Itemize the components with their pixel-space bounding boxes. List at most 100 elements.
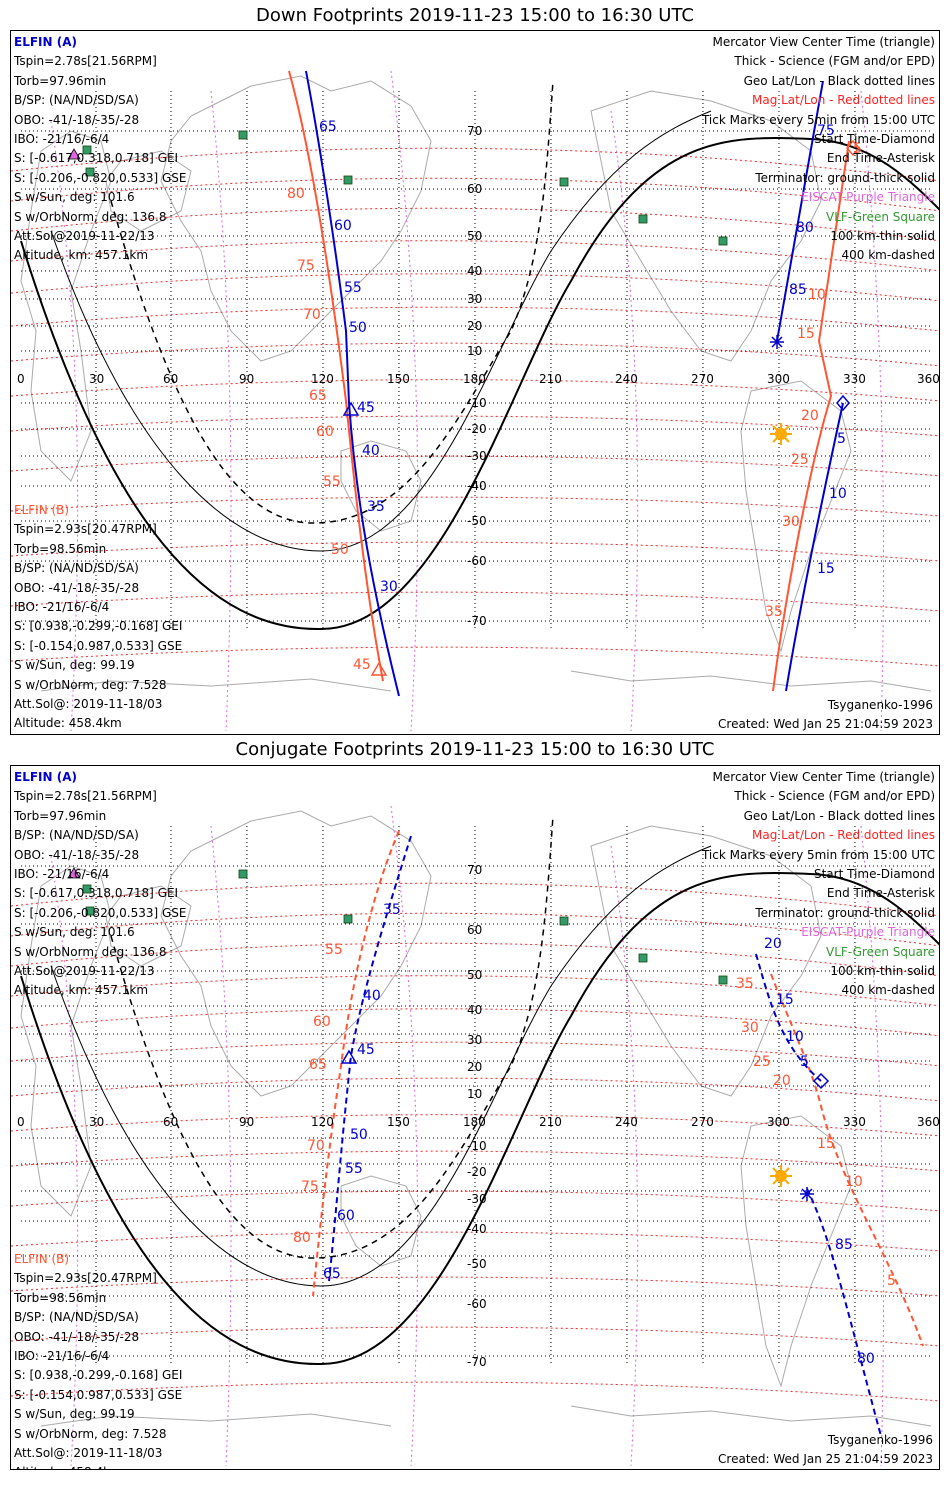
start-diamond-a [812, 1072, 830, 1090]
lon-tick: 90 [239, 372, 254, 386]
legend-tick-marks: Tick Marks every 5min from 15:00 UTC [701, 847, 935, 862]
lat-tick: -70 [467, 1355, 487, 1369]
elfin-a-torb: Torb=97.96min [14, 808, 107, 823]
lat-tick: 10 [467, 344, 482, 358]
elfin-a-obo: OBO: -41/-18/-35/-28 [14, 112, 140, 127]
track-tick-label: 10 [786, 1029, 804, 1045]
elfin-a-alt: Altitude, km: 457.1km [14, 983, 149, 998]
track-tick-label: 55 [323, 474, 341, 490]
continent-outlines [20, 810, 932, 1427]
elfin-b-att: Att.Sol@: 2019-11-18/03 [14, 697, 163, 712]
legend-science: Thick - Science (FGM and/or EPD) [734, 789, 935, 804]
lon-tick: 0 [17, 1115, 25, 1129]
elfin-a-obo: OBO: -41/-18/-35/-28 [14, 847, 140, 862]
elfin-a-name: ELFIN (A) [14, 35, 77, 49]
legend-vlf: VLF-Green Square [826, 944, 935, 959]
track-tick-label: 75 [817, 123, 835, 139]
elfin-b-info: ELFIN (B) Tspin=2.93s[20.47RPM] Torb=98.… [14, 501, 182, 734]
elfin-b-ibo: IBO: -21/16/-6/4 [14, 1349, 110, 1364]
elfin-b-s-gei: S: [0.938,-0.299,-0.168] GEI [14, 1368, 183, 1383]
track-tick-label: 45 [357, 400, 375, 416]
legend-tick-marks: Tick Marks every 5min from 15:00 UTC [701, 112, 935, 127]
legend-geo-grid: Geo Lat/Lon - Black dotted lines [743, 73, 935, 88]
elfin-a-s-gei: S: [-0.617,0.318,0.718] GEI [14, 886, 179, 901]
lat-tick: -30 [467, 1192, 487, 1206]
lon-tick: 150 [387, 1115, 410, 1129]
elfin-b-obo: OBO: -41/-18/-35/-28 [14, 1329, 140, 1344]
lat-tick: -50 [467, 1257, 487, 1271]
elfin-a-east-labels: 75 80 85 5 10 15 [789, 123, 847, 577]
mag-longitude-lines [50, 70, 884, 732]
track-tick-label: 35 [736, 976, 754, 992]
track-tick-label: 40 [363, 988, 381, 1004]
track-tick-label: 70 [307, 1138, 325, 1154]
lon-tick: 210 [539, 372, 562, 386]
elfin-b-name: ELFIN (B) [14, 503, 70, 517]
lon-tick: 30 [89, 372, 104, 386]
lat-tick: 30 [467, 1033, 482, 1047]
legend-400km: 400 km-dashed [841, 983, 935, 998]
track-tick-label: 30 [380, 579, 398, 595]
mag-latitude-lines [11, 882, 939, 1402]
lon-tick: 150 [387, 372, 410, 386]
elfin-b-tspin: Tspin=2.93s[20.47RPM] [14, 1271, 157, 1286]
track-tick-label: 60 [316, 424, 334, 440]
track-tick-label: 15 [817, 1136, 835, 1152]
down-footprints-panel: 0 30 60 90 120 150 180 210 240 270 300 3… [10, 30, 940, 735]
end-asterisk [770, 335, 784, 349]
track-tick-label: 55 [325, 942, 343, 958]
track-tick-label: 10 [808, 287, 826, 303]
elfin-b-name: ELFIN (B) [14, 1252, 70, 1266]
track-tick-label: 30 [741, 1020, 759, 1036]
lon-tick: 30 [89, 1115, 104, 1129]
vlf-station [718, 975, 728, 985]
sun-icon [770, 423, 792, 445]
vlf-stations [82, 869, 728, 985]
lon-tick: 120 [311, 1115, 334, 1129]
legend-center-time: Mercator View Center Time (triangle) [712, 770, 935, 784]
legend-eiscat: EISCAT-Purple Triangle [801, 925, 935, 940]
lon-tick-labels: 0 30 60 90 120 150 180 210 240 270 300 3… [17, 1115, 940, 1129]
elfin-a-info: ELFIN (A) Tspin=2.78s[21.56RPM] Torb=97.… [14, 33, 187, 266]
lon-tick: 0 [17, 372, 25, 386]
lat-tick: 10 [467, 1087, 482, 1101]
elfin-b-s-orb: S w/OrbNorm, deg: 7.528 [14, 1426, 167, 1441]
track-tick-label: 5 [800, 1054, 809, 1070]
track-tick-label: 15 [797, 326, 815, 342]
lon-tick: 360 [917, 1115, 940, 1129]
terminator-100km [50, 845, 712, 1287]
elfin-a-att: Att.Sol@2019-11-22/13 [14, 229, 155, 244]
elfin-a-bsp: B/SP: (NA/ND/SD/SA) [14, 93, 139, 108]
lon-tick: 360 [917, 372, 940, 386]
down-footprints-map: 0 30 60 90 120 150 180 210 240 270 300 3… [11, 70, 940, 732]
vlf-station [638, 953, 648, 963]
elfin-a-ibo: IBO: -21/16/-6/4 [14, 867, 110, 882]
lat-tick: -70 [467, 614, 487, 628]
track-tick-label: 35 [383, 902, 401, 918]
track-tick-label: 60 [337, 1208, 355, 1224]
track-tick-label: 80 [287, 186, 305, 202]
elfin-b-west-labels: 80 75 70 65 60 55 50 45 [287, 186, 371, 673]
vlf-station [559, 177, 569, 187]
track-tick-label: 40 [362, 443, 380, 459]
elfin-a-s-gei: S: [-0.617,0.318,0.718] GEI [14, 151, 179, 166]
start-diamond-a [836, 394, 850, 412]
elfin-b-track-west [288, 70, 384, 682]
lat-tick: 30 [467, 292, 482, 306]
elfin-b-info: ELFIN (B) Tspin=2.93s[20.47RPM] Torb=98.… [14, 1250, 183, 1469]
legend-100km: 100 km-thin solid [830, 964, 935, 979]
lat-tick: -10 [467, 1139, 487, 1153]
track-tick-label: 70 [303, 307, 321, 323]
elfin-b-torb: Torb=98.56min [14, 1290, 107, 1305]
legend-vlf: VLF-Green Square [826, 209, 935, 224]
elfin-b-bsp: B/SP: (NA/ND/SD/SA) [14, 561, 139, 576]
track-tick-label: 45 [353, 657, 371, 673]
start-diamond-b [846, 139, 860, 157]
vlf-stations [82, 130, 728, 246]
vlf-station [82, 145, 92, 155]
lat-tick: 50 [467, 229, 482, 243]
track-tick-label: 30 [782, 514, 800, 530]
lon-tick: 300 [767, 1115, 790, 1129]
elfin-b-ibo: IBO: -21/16/-6/4 [14, 600, 110, 615]
lon-tick: 240 [615, 1115, 638, 1129]
